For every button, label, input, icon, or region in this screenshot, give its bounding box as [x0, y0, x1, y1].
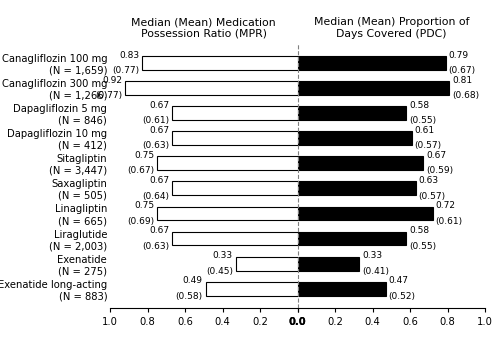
Text: (0.57): (0.57)	[418, 192, 446, 200]
Bar	[236, 257, 298, 270]
Bar	[172, 131, 298, 145]
Text: 0.83: 0.83	[119, 50, 139, 59]
Text: 0.67: 0.67	[149, 226, 169, 235]
Bar	[172, 106, 298, 120]
Text: (0.58): (0.58)	[176, 292, 203, 301]
Text: (0.59): (0.59)	[426, 167, 453, 175]
Text: 0.67: 0.67	[149, 176, 169, 185]
Bar	[298, 257, 360, 270]
Text: (0.55): (0.55)	[409, 242, 436, 251]
Text: (0.57): (0.57)	[414, 141, 442, 150]
Bar	[206, 282, 298, 296]
Title: Median (Mean) Proportion of
Days Covered (PDC): Median (Mean) Proportion of Days Covered…	[314, 17, 469, 39]
Text: 0.47: 0.47	[388, 276, 408, 286]
Text: 0.75: 0.75	[134, 151, 154, 160]
Text: 0.33: 0.33	[212, 251, 233, 260]
Bar	[298, 182, 416, 195]
Text: (0.77): (0.77)	[112, 66, 139, 75]
Bar	[298, 282, 386, 296]
Bar	[172, 182, 298, 195]
Text: 0.67: 0.67	[149, 101, 169, 110]
Text: 0.92: 0.92	[102, 76, 122, 84]
Bar	[125, 81, 298, 95]
Bar	[298, 81, 450, 95]
Text: 0.49: 0.49	[183, 276, 203, 286]
Text: 0.81: 0.81	[452, 76, 472, 84]
Text: 0.67: 0.67	[149, 126, 169, 135]
Text: (0.69): (0.69)	[127, 217, 154, 226]
Bar	[142, 56, 298, 70]
Text: (0.67): (0.67)	[127, 167, 154, 175]
Text: 0.63: 0.63	[418, 176, 438, 185]
Text: (0.55): (0.55)	[409, 116, 436, 125]
Bar	[298, 56, 446, 70]
Text: (0.63): (0.63)	[142, 242, 169, 251]
Text: (0.45): (0.45)	[206, 267, 233, 276]
Bar	[172, 232, 298, 245]
Text: 0.33: 0.33	[362, 251, 382, 260]
Text: (0.68): (0.68)	[452, 91, 479, 100]
Text: 0.79: 0.79	[448, 50, 468, 59]
Text: 0.58: 0.58	[409, 226, 429, 235]
Text: (0.64): (0.64)	[142, 192, 169, 200]
Text: (0.67): (0.67)	[448, 66, 475, 75]
Text: (0.52): (0.52)	[388, 292, 415, 301]
Bar	[157, 156, 298, 170]
Bar	[298, 156, 423, 170]
Text: 0.75: 0.75	[134, 201, 154, 210]
Text: 0.58: 0.58	[409, 101, 429, 110]
Bar	[157, 207, 298, 220]
Bar	[298, 232, 406, 245]
Text: (0.61): (0.61)	[142, 116, 169, 125]
Bar	[298, 106, 406, 120]
Bar	[298, 131, 412, 145]
Text: (0.61): (0.61)	[436, 217, 462, 226]
Text: 0.72: 0.72	[436, 201, 456, 210]
Text: (0.77): (0.77)	[95, 91, 122, 100]
Text: (0.41): (0.41)	[362, 267, 389, 276]
Bar	[298, 207, 432, 220]
Text: (0.63): (0.63)	[142, 141, 169, 150]
Text: 0.61: 0.61	[414, 126, 435, 135]
Text: 0.67: 0.67	[426, 151, 446, 160]
Title: Median (Mean) Medication
Possession Ratio (MPR): Median (Mean) Medication Possession Rati…	[132, 17, 276, 39]
